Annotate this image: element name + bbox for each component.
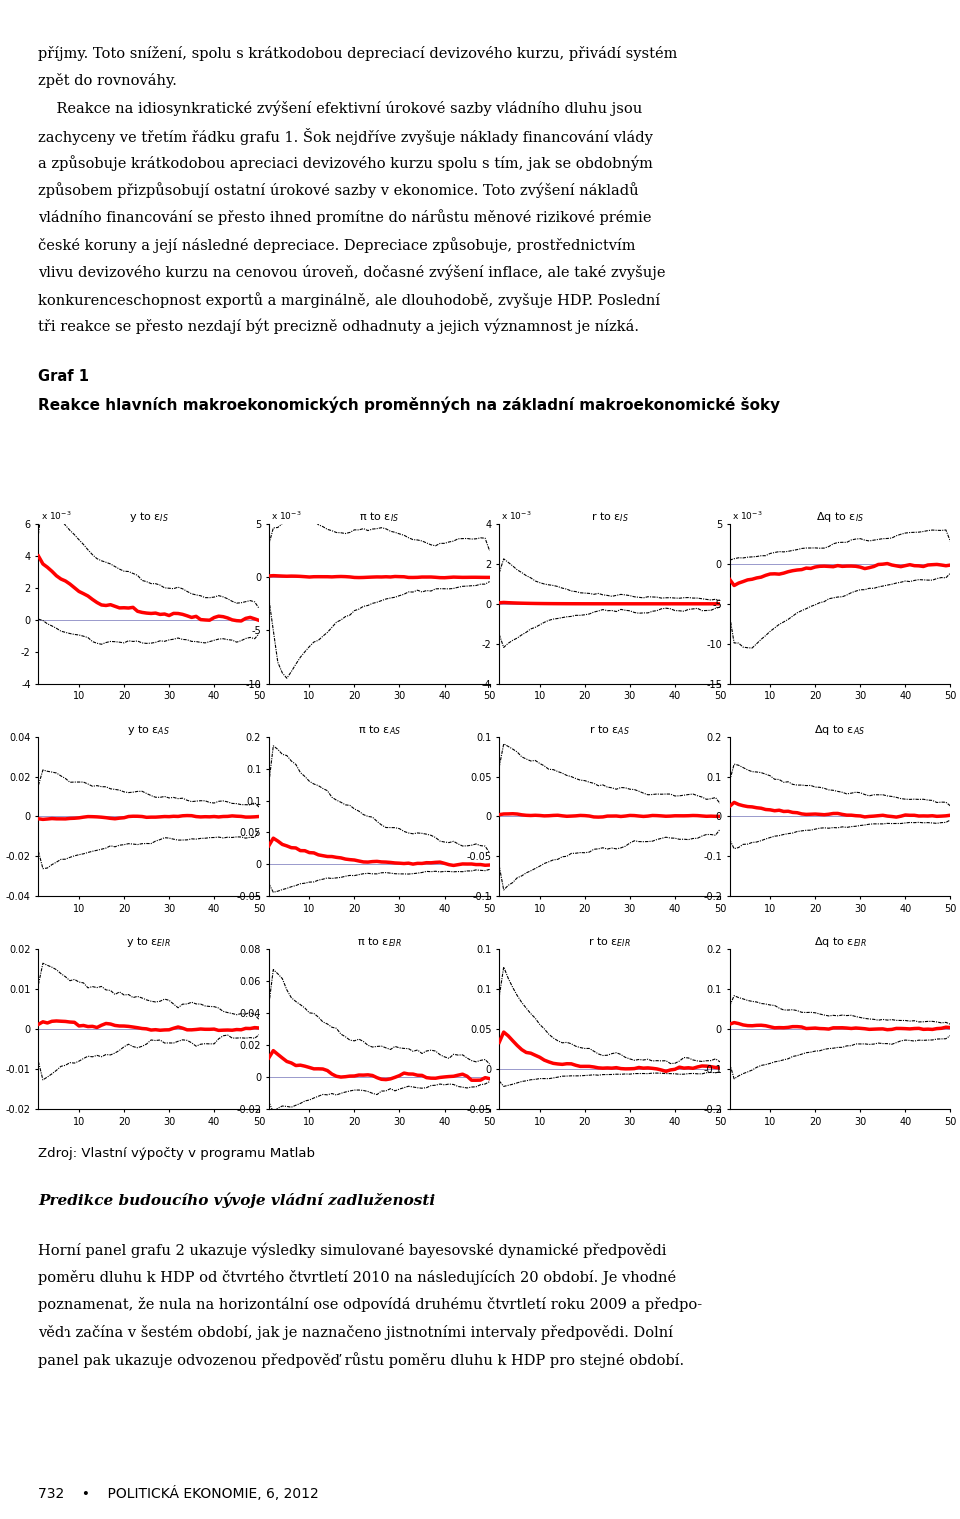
Text: Predikce budoucího vývoje vládní zadluženosti: Predikce budoucího vývoje vládní zadluže… <box>38 1192 436 1208</box>
Title: y to ε$_{EIR}$: y to ε$_{EIR}$ <box>127 936 171 949</box>
Title: r to ε$_{IS}$: r to ε$_{IS}$ <box>590 510 629 524</box>
Text: konkurenceschopnost exportů a marginálně, ale dlouhodobě, zvyšuje HDP. Poslední: konkurenceschopnost exportů a marginálně… <box>38 292 660 307</box>
Text: Graf 1: Graf 1 <box>38 369 89 384</box>
Text: poznamenat, že nula na horizontální ose odpovídá druhému čtvrtletí roku 2009 a p: poznamenat, že nula na horizontální ose … <box>38 1297 703 1312</box>
Text: způsobem přizpůsobují ostatní úrokové sazby v ekonomice. Toto zvýšení nákladů: způsobem přizpůsobují ostatní úrokové sa… <box>38 182 639 197</box>
Text: 732    •    POLITICKÁ EKONOMIE, 6, 2012: 732 • POLITICKÁ EKONOMIE, 6, 2012 <box>38 1486 319 1501</box>
Text: vědɿ začína v šestém období, jak je naznačeno jistnotními intervaly předpovědi. : vědɿ začína v šestém období, jak je nazn… <box>38 1325 673 1340</box>
Text: české koruny a její následné depreciace. Depreciace způsobuje, prostřednictvím: české koruny a její následné depreciace.… <box>38 237 636 252</box>
Text: zpět do rovnováhy.: zpět do rovnováhy. <box>38 73 178 88</box>
Text: x 10$^{-3}$: x 10$^{-3}$ <box>501 510 532 523</box>
Text: zachyceny ve třetím řádku grafu 1. Šok nejdříve zvyšuje náklady financování vlád: zachyceny ve třetím řádku grafu 1. Šok n… <box>38 128 653 144</box>
Text: a způsobuje krátkodobou apreciaci devizového kurzu spolu s tím, jak se obdobným: a způsobuje krátkodobou apreciaci devizo… <box>38 155 653 170</box>
Text: x 10$^{-3}$: x 10$^{-3}$ <box>40 510 71 523</box>
Text: poměru dluhu k HDP od čtvrtého čtvrtletí 2010 na následujících 20 období. Je vho: poměru dluhu k HDP od čtvrtého čtvrtletí… <box>38 1270 677 1285</box>
Title: r to ε$_{AS}$: r to ε$_{AS}$ <box>589 723 630 737</box>
Title: Δq to ε$_{AS}$: Δq to ε$_{AS}$ <box>814 723 866 737</box>
Text: Reakce na idiosynkratické zvýšení efektivní úrokové sazby vládního dluhu jsou: Reakce na idiosynkratické zvýšení efekti… <box>38 100 642 115</box>
Text: vládního financování se přesto ihned promítne do nárůstu měnové rizikové prémie: vládního financování se přesto ihned pro… <box>38 210 652 225</box>
Title: Δq to ε$_{IS}$: Δq to ε$_{IS}$ <box>816 510 864 524</box>
Title: π to ε$_{AS}$: π to ε$_{AS}$ <box>358 723 400 737</box>
Title: π to ε$_{EIR}$: π to ε$_{EIR}$ <box>357 936 401 949</box>
Text: Reakce hlavních makroekonomických proměnných na základní makroekonomické šoky: Reakce hlavních makroekonomických proměn… <box>38 396 780 413</box>
Title: π to ε$_{IS}$: π to ε$_{IS}$ <box>359 510 399 524</box>
Text: tři reakce se přesto nezdají být precizně odhadnuty a jejich významnost je nízká: tři reakce se přesto nezdají být precizn… <box>38 319 639 334</box>
Text: příjmy. Toto snížení, spolu s krátkodobou depreciací devizového kurzu, přivádí s: příjmy. Toto snížení, spolu s krátkodobo… <box>38 46 678 61</box>
Text: Horní panel grafu 2 ukazuje výsledky simulované bayesovské dynamické předpovědi: Horní panel grafu 2 ukazuje výsledky sim… <box>38 1243 667 1258</box>
Title: y to ε$_{AS}$: y to ε$_{AS}$ <box>128 723 170 737</box>
Text: Zdroj: Vlastní výpočty v programu Matlab: Zdroj: Vlastní výpočty v programu Matlab <box>38 1147 316 1161</box>
Text: x 10$^{-3}$: x 10$^{-3}$ <box>732 510 762 523</box>
Text: panel pak ukazuje odvozenou předpověď růstu poměru dluhu k HDP pro stejné období: panel pak ukazuje odvozenou předpověď rů… <box>38 1352 684 1367</box>
Title: y to ε$_{IS}$: y to ε$_{IS}$ <box>129 510 169 524</box>
Title: r to ε$_{EIR}$: r to ε$_{EIR}$ <box>588 936 631 949</box>
Text: vlivu devizového kurzu na cenovou úroveň, dočasné zvýšení inflace, ale také zvyš: vlivu devizového kurzu na cenovou úroveň… <box>38 264 666 279</box>
Title: Δq to ε$_{EIR}$: Δq to ε$_{EIR}$ <box>813 936 867 949</box>
Text: x 10$^{-3}$: x 10$^{-3}$ <box>271 510 301 523</box>
